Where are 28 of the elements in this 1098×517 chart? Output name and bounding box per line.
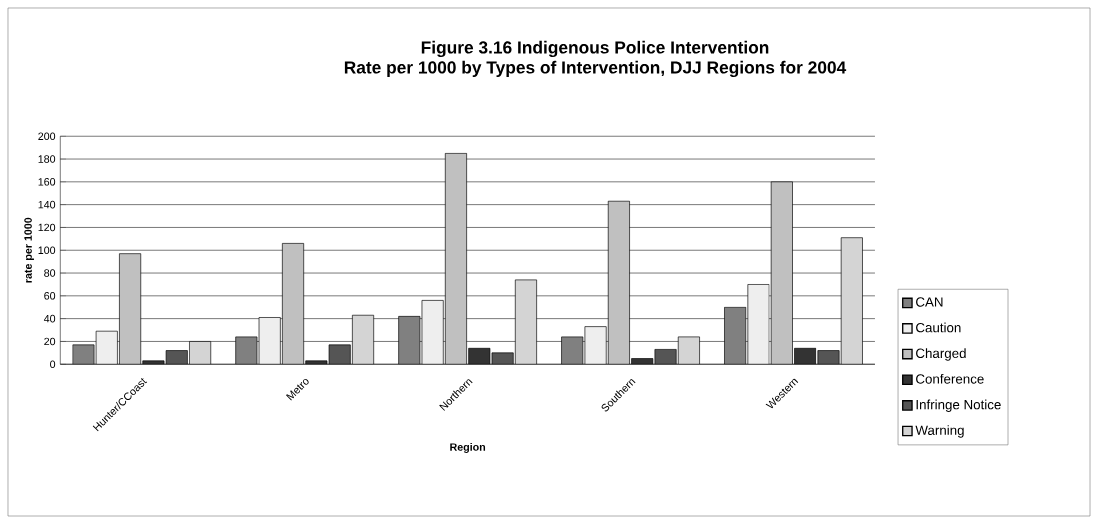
bar [770,181,793,365]
legend-label: Charged [916,348,966,361]
bar [491,352,514,365]
bar [444,153,467,365]
bar [817,350,840,365]
legend-label: CAN [916,297,943,307]
bar [282,243,305,365]
legend-label: Conference [916,373,984,384]
y-tick-label: 160 [38,178,56,186]
legend-label: Caution [916,322,961,333]
legend-label: Infringe Notice [916,399,1001,412]
y-tick-label: 200 [38,132,56,141]
y-tick-label: 140 [38,200,56,209]
bar [607,200,630,365]
y-tick-label: 100 [38,246,56,255]
chart-subtitle: Rate per 1000 by Types of Intervention, DJJ Regions for 2004 [344,60,847,78]
y-tick-label: 0 [50,360,56,369]
y-tick-label: 120 [38,223,56,232]
y-tick-label: 60 [44,292,56,300]
x-axis-title: Region [450,443,486,453]
chart-title: Figure 3.16 Indigenous Police Intervention [421,40,769,58]
bar [119,253,142,365]
y-tick-label: 80 [44,269,56,277]
y-axis-title: rate per 1000 [24,217,34,283]
y-tick-label: 40 [43,314,56,323]
y-tick-label: 20 [44,337,56,346]
legend-label: Warning [915,425,964,438]
y-tick-label: 180 [38,155,56,163]
